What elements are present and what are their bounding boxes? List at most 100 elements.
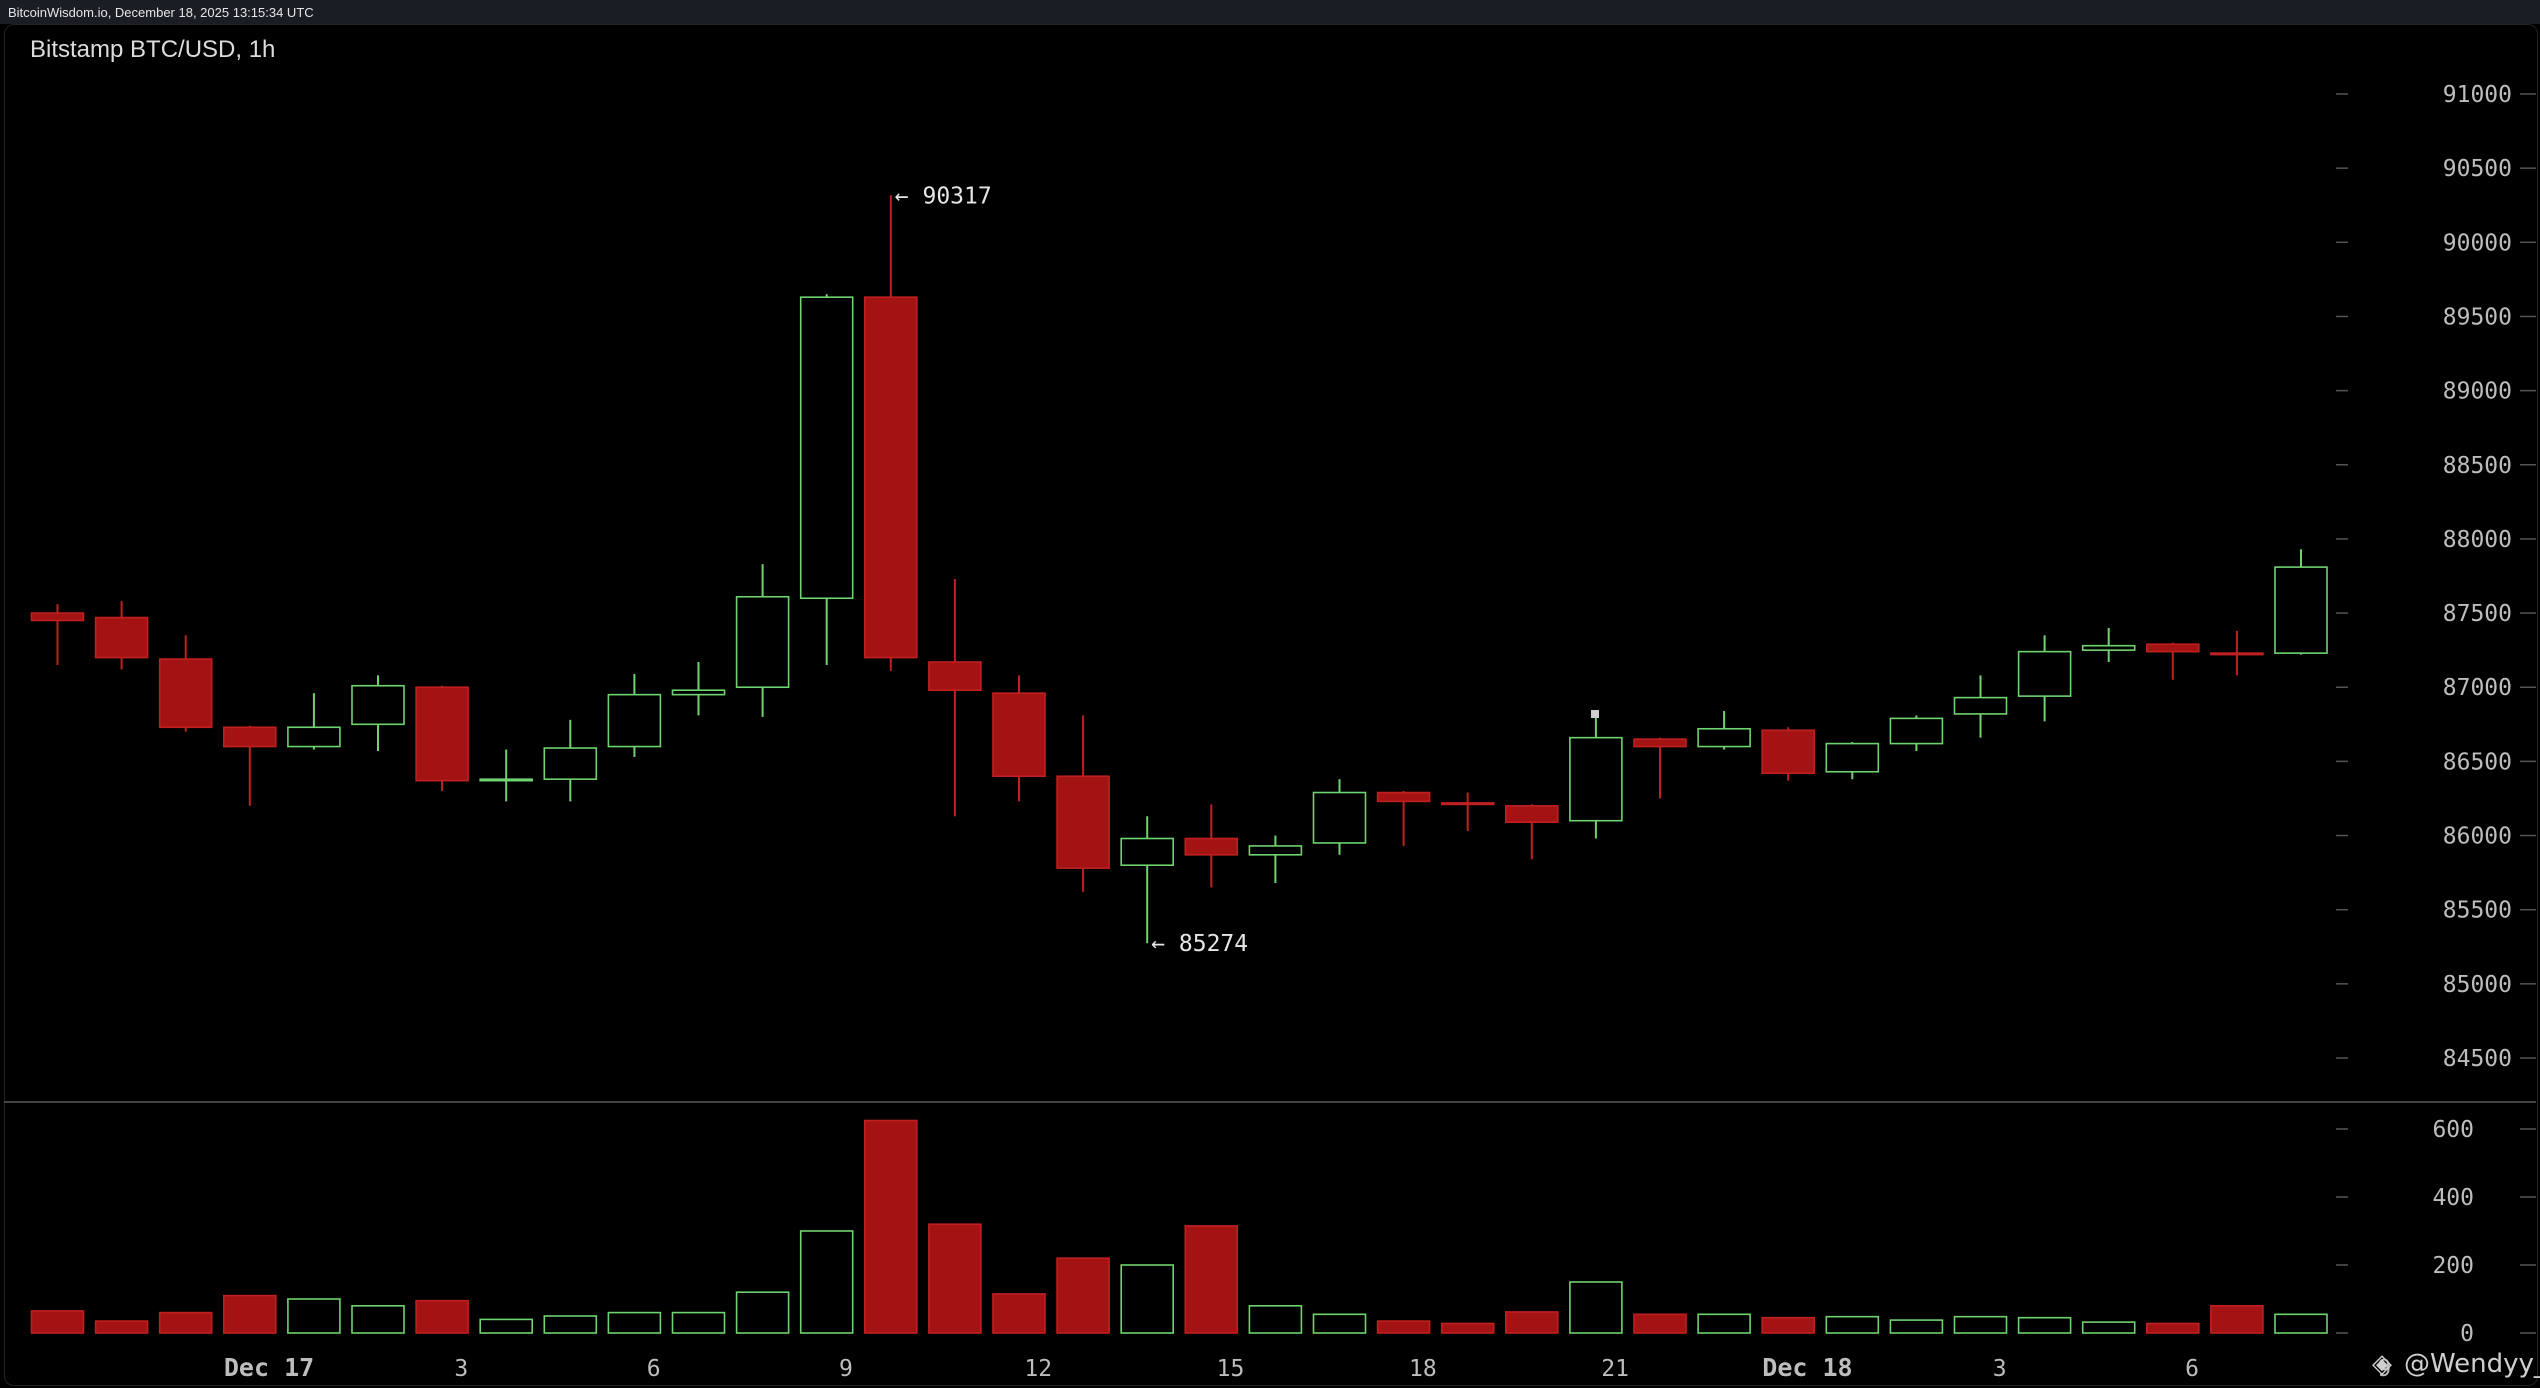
author-handle: @Wendyy_ xyxy=(2404,1349,2540,1379)
volume-bar xyxy=(799,1230,854,1334)
volume-bar xyxy=(1376,1320,1431,1334)
candle-body-up xyxy=(543,747,598,780)
volume-bars xyxy=(30,1119,2328,1334)
price-tick-label: 88500 xyxy=(2443,453,2512,479)
candle xyxy=(1376,791,1431,846)
candle xyxy=(1248,835,1303,883)
volume-bar xyxy=(992,1293,1046,1334)
candle-body-up xyxy=(287,726,341,748)
volume-bar xyxy=(223,1294,277,1334)
candle xyxy=(1953,675,2008,738)
candle xyxy=(992,675,1046,802)
candle xyxy=(863,195,918,671)
candle-body-up xyxy=(2017,650,2072,697)
author-credit: ◈ @Wendyy_ xyxy=(2372,1349,2540,1379)
candle-body-up xyxy=(1697,727,1751,748)
volume-bar xyxy=(1953,1315,2008,1334)
volume-bar xyxy=(2146,1322,2200,1334)
candle-body-up xyxy=(1312,791,1367,844)
candle xyxy=(94,601,149,670)
time-axis: Dec 17 3 6 9 12 15 18 21 Dec 18 3 6 9 xyxy=(224,1353,2391,1382)
price-tick-label: 88000 xyxy=(2443,527,2512,553)
time-tick-label: 6 xyxy=(2185,1356,2199,1382)
volume-bar xyxy=(287,1298,341,1334)
candle-body-down xyxy=(992,692,1046,778)
candle xyxy=(1569,713,1623,839)
candle-body-down xyxy=(1633,738,1687,748)
candle xyxy=(1697,710,1751,750)
candle xyxy=(223,725,277,806)
candle xyxy=(287,693,341,750)
candle-body-up xyxy=(1120,837,1174,867)
candle xyxy=(1184,804,1239,888)
price-tick-label: 89500 xyxy=(2443,304,2512,330)
volume-bar xyxy=(1505,1311,1559,1334)
candle-body-down xyxy=(863,296,918,659)
volume-bar xyxy=(1569,1281,1623,1334)
price-tick-label: 87000 xyxy=(2443,675,2512,701)
volume-bar xyxy=(607,1311,662,1334)
price-tick-label: 86000 xyxy=(2443,824,2512,850)
candle xyxy=(479,749,534,802)
volume-bar xyxy=(671,1311,726,1334)
time-tick-label: 3 xyxy=(454,1356,468,1382)
volume-bar xyxy=(735,1291,790,1334)
candle-body-up xyxy=(2274,566,2328,654)
time-tick-label: 3 xyxy=(1993,1356,2007,1382)
price-tick-label: 85000 xyxy=(2443,972,2512,998)
volume-bar xyxy=(1633,1313,1687,1334)
candle-body-down xyxy=(928,661,982,691)
price-axis: 91000 90500 90000 89500 89000 88500 88000 87500… xyxy=(2336,82,2536,1072)
candle-body-up xyxy=(799,296,854,600)
candle xyxy=(2210,630,2264,676)
candle xyxy=(158,635,213,732)
candle-body-up xyxy=(2081,644,2136,651)
author-icon: ◈ xyxy=(2372,1349,2392,1379)
candle xyxy=(2081,627,2136,663)
candle-body-down xyxy=(1505,805,1559,823)
volume-bar xyxy=(1761,1316,1815,1334)
candle xyxy=(928,578,982,817)
candle-body-up xyxy=(1953,696,2008,715)
volume-bar xyxy=(928,1223,982,1334)
volume-axis: 600 400 200 0 xyxy=(2336,1117,2536,1347)
volume-tick-label: 200 xyxy=(2432,1253,2474,1279)
volume-bar xyxy=(1248,1305,1303,1334)
price-tick-label: 91000 xyxy=(2443,82,2512,108)
candle-body-down xyxy=(1440,802,1495,806)
price-annotation: ← 85274 xyxy=(1151,931,1248,957)
price-tick-label: 89000 xyxy=(2443,379,2512,405)
volume-tick-label: 600 xyxy=(2432,1117,2474,1143)
candle xyxy=(2017,635,2072,722)
candle xyxy=(2146,642,2200,680)
candle-body-up xyxy=(1889,717,1944,745)
volume-bar xyxy=(2274,1313,2328,1334)
candle-body-down xyxy=(2146,643,2200,653)
time-tick-label: 9 xyxy=(839,1356,853,1382)
candle xyxy=(1889,715,1944,752)
volume-bar xyxy=(94,1320,149,1334)
candle xyxy=(351,675,405,752)
time-tick-label: 12 xyxy=(1024,1356,1052,1382)
volume-bar xyxy=(415,1299,469,1334)
candle xyxy=(2274,549,2328,655)
volume-bar xyxy=(1120,1264,1174,1334)
candle-body-down xyxy=(223,726,277,748)
candle xyxy=(735,564,790,717)
time-tick-label: Dec 17 xyxy=(224,1353,314,1382)
volume-bar xyxy=(2017,1316,2072,1334)
candle xyxy=(1633,737,1687,799)
candle-body-up xyxy=(479,778,534,782)
candle-body-down xyxy=(94,616,149,659)
candle-body-down xyxy=(415,686,469,782)
volume-bar xyxy=(1889,1319,1944,1334)
candle-body-down xyxy=(1184,837,1239,856)
time-tick-label: Dec 18 xyxy=(1762,1353,1852,1382)
candle xyxy=(671,662,726,716)
volume-bar xyxy=(479,1318,534,1334)
price-tick-label: 90500 xyxy=(2443,156,2512,182)
volume-bar xyxy=(1056,1257,1110,1334)
time-tick-label: 9 xyxy=(2377,1356,2391,1382)
volume-bar xyxy=(543,1315,598,1334)
